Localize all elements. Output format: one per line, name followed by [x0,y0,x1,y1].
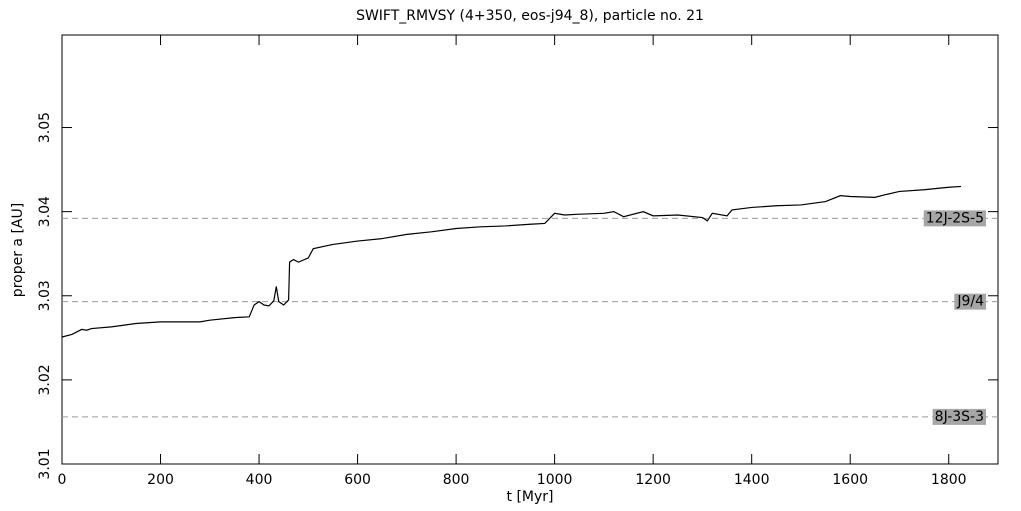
plot-frame [61,34,999,465]
resonance-label-bg [923,210,986,227]
x-axis-label: t [Myr] [507,489,554,505]
resonance-label: 8J-3S-3 [935,409,984,425]
y-tick-label: 3.05 [37,112,53,143]
resonance-label-bg [932,408,986,425]
y-tick-label: 3.04 [37,196,53,227]
y-tick-label: 3.02 [37,364,53,395]
chart-title: SWIFT_RMVSY (4+350, eos-j94_8), particle… [356,8,704,24]
resonance-label: 12J-2S-5 [926,210,984,226]
data-line [61,185,962,338]
y-tick-label: 3.01 [37,448,53,479]
resonance-label-bg [954,293,987,310]
x-tick-label: 0 [58,472,67,488]
x-tick-label: 800 [443,472,470,488]
x-tick-label: 1400 [734,472,770,488]
y-axis-label: proper a [AU] [10,203,26,297]
x-tick-label: 400 [246,472,273,488]
y-tick-label: 3.03 [37,280,53,311]
x-tick-label: 1200 [635,472,671,488]
x-tick-label: 1800 [931,472,967,488]
x-tick-label: 1000 [537,472,573,488]
x-tick-label: 200 [147,472,174,488]
x-tick-label: 600 [344,472,371,488]
resonance-label: J9/4 [956,294,984,310]
x-tick-label: 1600 [832,472,868,488]
